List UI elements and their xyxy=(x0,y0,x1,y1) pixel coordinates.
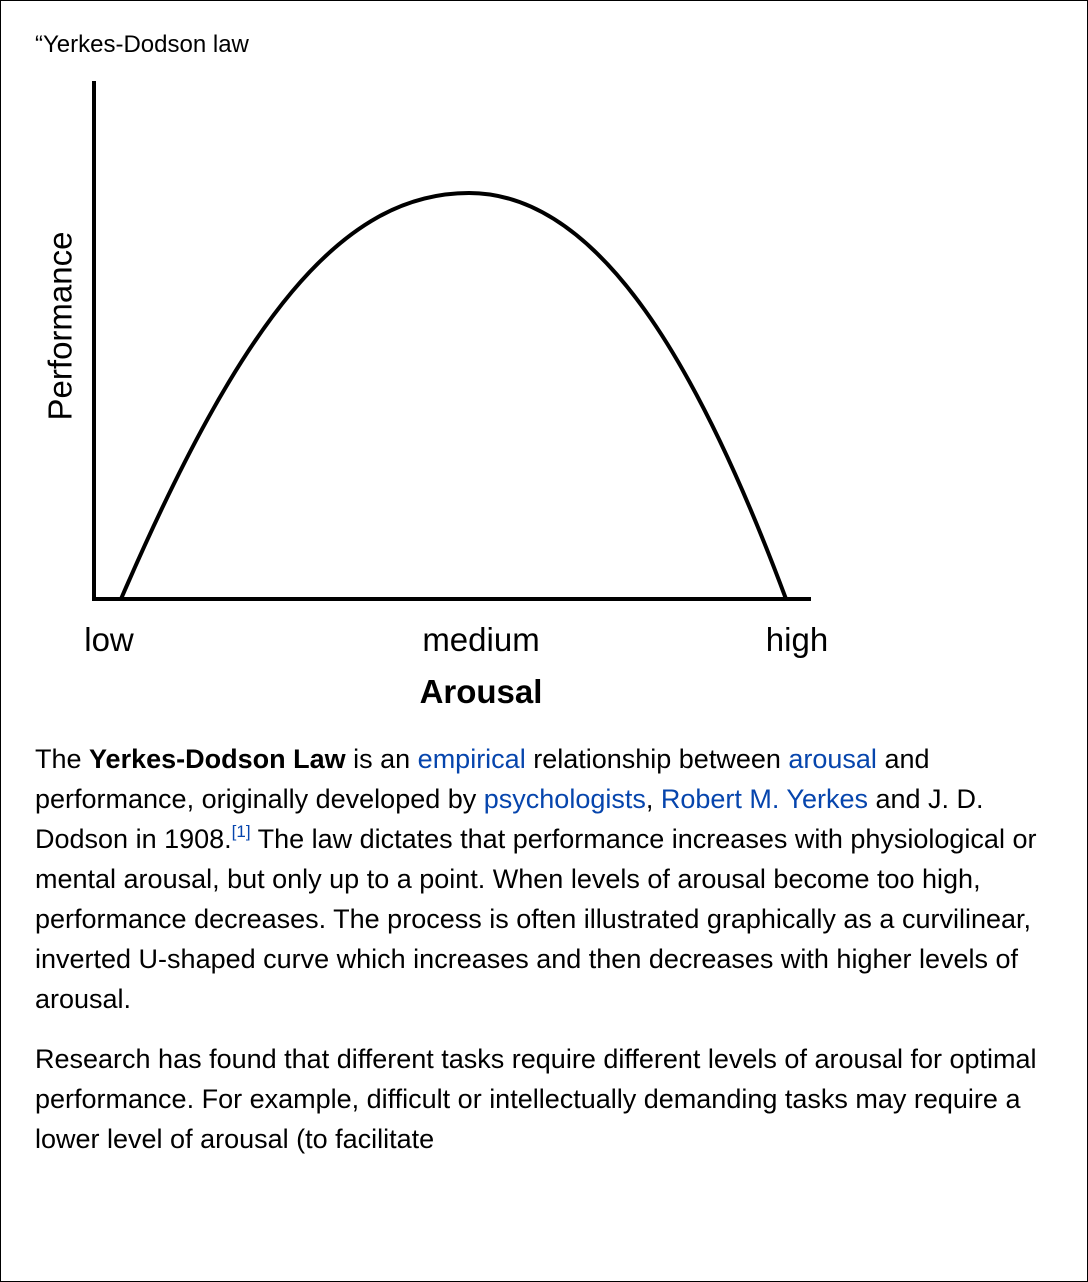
link[interactable]: arousal xyxy=(788,744,877,774)
text: and performance, originally developed by xyxy=(35,744,930,814)
paragraph: Research has found that different tasks … xyxy=(35,1039,1075,1159)
x-label: low xyxy=(84,621,134,658)
diagram: Performance low medium high Arousal xyxy=(42,81,828,710)
link[interactable]: psychologists xyxy=(483,784,646,814)
link[interactable]: Robert M. Yerkes xyxy=(660,784,868,814)
article-body: The Yerkes-Dodson Law is an empirical re… xyxy=(35,739,1075,1179)
text: , xyxy=(645,784,661,814)
x-label: medium xyxy=(422,621,539,658)
text: The law dictates that performance increa… xyxy=(35,824,1037,1014)
curve xyxy=(119,190,788,600)
bold-text: Yerkes-Dodson Law xyxy=(89,744,346,774)
paragraph: The Yerkes-Dodson Law is an empirical re… xyxy=(35,739,1075,1019)
text: Research has found that different tasks … xyxy=(35,1044,1037,1154)
text: is an xyxy=(345,744,418,774)
superscript: [1] xyxy=(232,822,251,841)
caption: “Yerkes-Dodson law xyxy=(35,31,249,58)
text: relationship between xyxy=(525,744,789,774)
x-title: Arousal xyxy=(420,673,543,710)
x-label: high xyxy=(766,621,828,658)
link[interactable]: empirical xyxy=(417,744,526,774)
y-label: Performance xyxy=(42,232,79,421)
reference-link[interactable]: [1] xyxy=(231,822,251,841)
text: The xyxy=(35,744,90,774)
text: and J. D. Dodson in 1908. xyxy=(35,784,984,854)
